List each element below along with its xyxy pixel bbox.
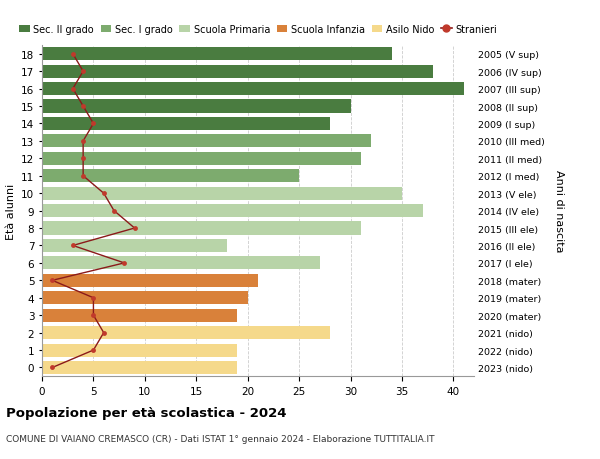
Bar [42,100,350,113]
Bar [42,361,238,374]
Bar [42,118,330,131]
Legend: Sec. II grado, Sec. I grado, Scuola Primaria, Scuola Infanzia, Asilo Nido, Stran: Sec. II grado, Sec. I grado, Scuola Prim… [19,24,497,34]
Text: COMUNE DI VAIANO CREMASCO (CR) - Dati ISTAT 1° gennaio 2024 - Elaborazione TUTTI: COMUNE DI VAIANO CREMASCO (CR) - Dati IS… [6,434,434,443]
Bar [42,240,227,252]
Y-axis label: Anni di nascita: Anni di nascita [554,170,565,252]
Y-axis label: Età alunni: Età alunni [5,183,16,239]
Bar [42,170,299,183]
Bar [42,66,433,78]
Bar [42,187,402,200]
Bar [42,83,464,96]
Bar [42,274,258,287]
Bar [42,344,238,357]
Bar [42,135,371,148]
Bar [42,257,320,270]
Bar [42,326,330,339]
Bar [42,48,392,61]
Bar [42,222,361,235]
Bar [42,309,238,322]
Bar [42,152,361,166]
Bar [42,291,248,305]
Text: Popolazione per età scolastica - 2024: Popolazione per età scolastica - 2024 [6,406,287,419]
Bar [42,205,422,218]
